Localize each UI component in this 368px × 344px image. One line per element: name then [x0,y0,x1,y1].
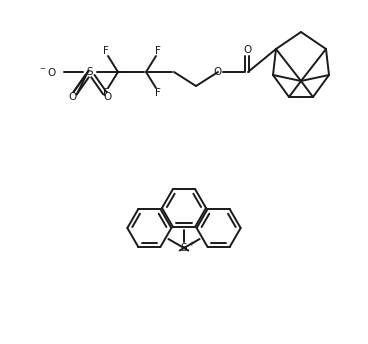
Text: $^-$O: $^-$O [38,66,57,78]
Text: O: O [68,93,76,103]
Text: F: F [155,46,161,56]
Text: S: S [181,243,187,253]
Text: O: O [243,45,251,55]
Text: F: F [155,88,161,98]
Text: F: F [103,46,109,56]
Text: F: F [103,88,109,98]
Text: S: S [87,67,93,77]
Text: O: O [104,93,112,103]
Text: O: O [214,67,222,77]
Text: +: + [188,241,194,247]
